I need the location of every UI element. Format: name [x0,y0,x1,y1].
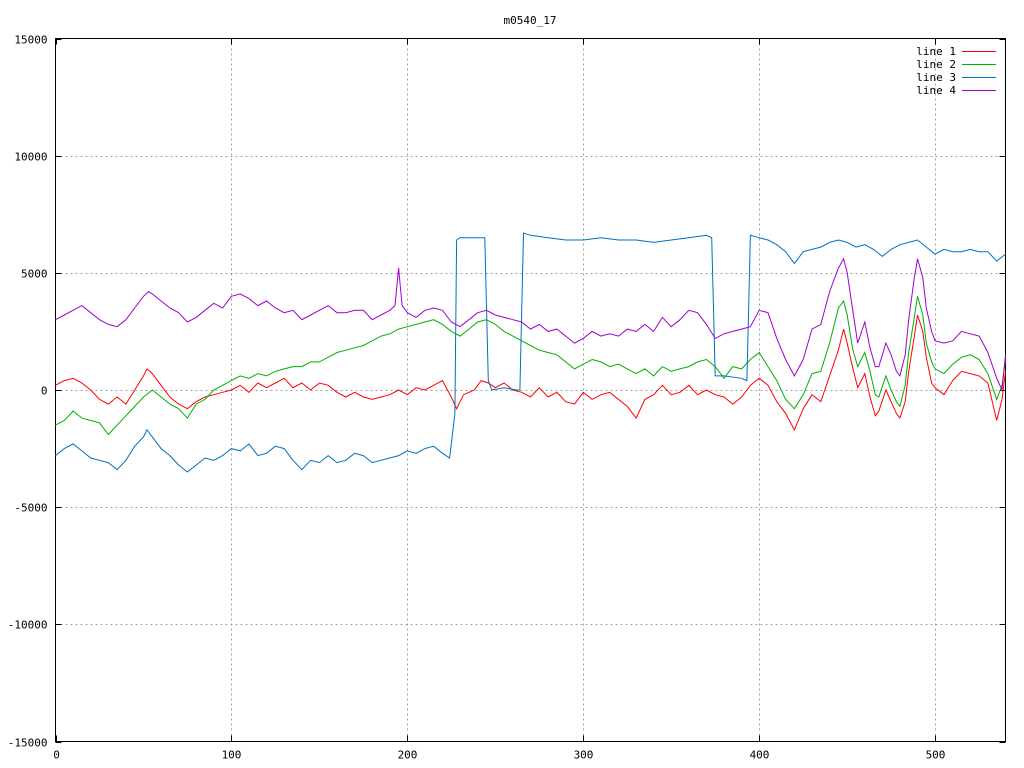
x-tick-label: 500 [926,749,946,762]
x-tick-label: 0 [53,749,60,762]
legend-label-2: line 2 [916,58,956,71]
legend-label-4: line 4 [916,84,956,97]
y-tick-label: 10000 [14,151,47,164]
y-tick-label: -10000 [8,619,48,632]
series-line-3 [55,232,1006,473]
series-line-4 [55,257,1006,392]
y-tick-label: 15000 [14,34,47,47]
x-tick-label: 100 [222,749,242,762]
legend-label-1: line 1 [916,45,956,58]
series-line-1 [55,314,1006,431]
axis-ticks: 0 100 200 300 400 500 -15000 -10000 -5000 0 5000 10… [8,34,1006,762]
y-tick-label: -15000 [8,737,48,750]
y-tick-label: 5000 [21,268,48,281]
series-lines [55,232,1006,473]
y-tick-label: 0 [41,385,48,398]
series-line-2 [55,296,1006,436]
legend-label-3: line 3 [916,71,956,84]
y-tick-label: -5000 [14,502,47,515]
x-tick-label: 200 [398,749,418,762]
x-tick-label: 300 [574,749,594,762]
x-tick-label: 400 [750,749,770,762]
grid-lines [55,38,1006,742]
chart-title: m0540_17 [504,14,557,27]
